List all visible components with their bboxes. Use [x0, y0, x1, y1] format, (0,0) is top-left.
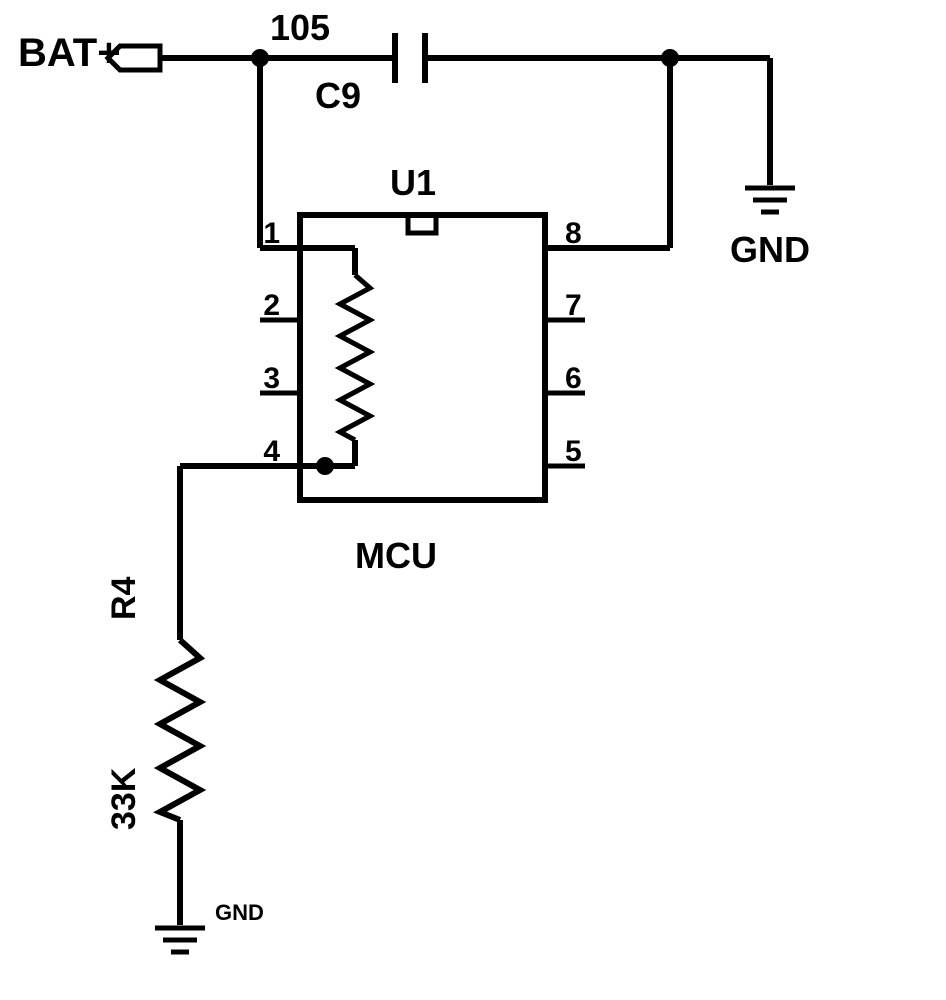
pin5-label: 5: [565, 435, 582, 468]
pin3-label: 3: [263, 362, 280, 395]
pin2-label: 2: [263, 289, 280, 322]
circuit-schematic: BAT+ 105 C9 U1 MCU: [0, 0, 946, 1000]
pin6-label: 6: [565, 362, 582, 395]
resistor-r4: [160, 640, 200, 820]
ic-name-label: MCU: [355, 535, 437, 576]
gnd-bottom-symbol: [155, 928, 205, 952]
resistor-value-label: 33K: [105, 767, 143, 830]
ic-pins-left: [260, 248, 300, 466]
wires: [160, 58, 770, 925]
cap-value-label: 105: [270, 7, 330, 48]
pin1-label: 1: [263, 217, 280, 250]
gnd-bottom-label: GND: [215, 900, 264, 925]
gnd-right-label: GND: [730, 229, 810, 270]
resistor-ref-label: R4: [105, 576, 143, 620]
internal-resistor: [340, 275, 370, 440]
ic-u1: [300, 215, 545, 500]
bat-label: BAT+: [18, 31, 121, 75]
gnd-right-symbol: [745, 188, 795, 212]
pin4-label: 4: [263, 435, 280, 468]
pin7-label: 7: [565, 289, 582, 322]
cap-ref-label: C9: [315, 75, 361, 116]
capacitor-c9: [380, 33, 440, 83]
ic-pins-right: [545, 248, 585, 466]
pin8-label: 8: [565, 217, 582, 250]
ic-ref-label: U1: [390, 162, 436, 203]
